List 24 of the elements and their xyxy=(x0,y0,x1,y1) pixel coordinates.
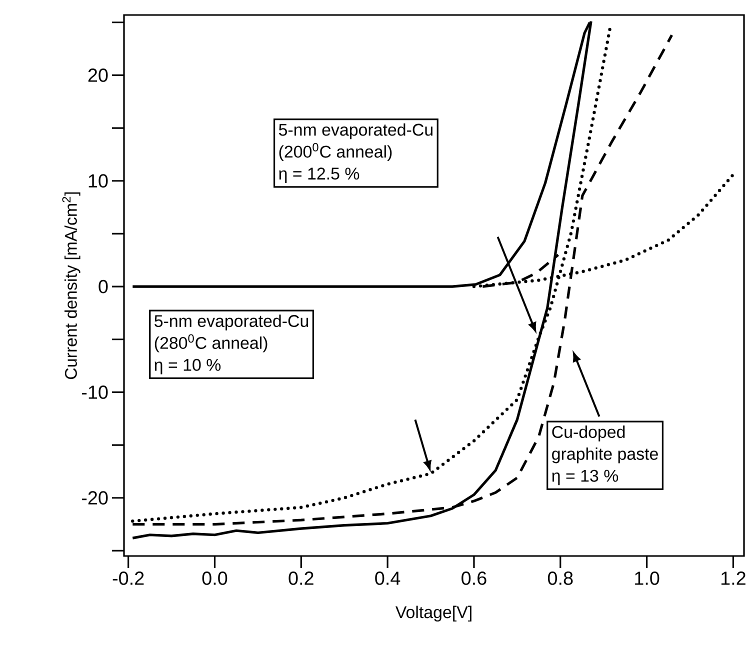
x-tick-label: 1.0 xyxy=(635,572,660,585)
x-tick-label: 0.4 xyxy=(375,572,400,585)
x-tick-label: 0.6 xyxy=(462,572,486,585)
y-tick-label: 0 xyxy=(98,280,108,294)
annotation: η = 12.5 % xyxy=(279,168,360,183)
y-axis-title: Current density [mA/cm$^{2}$] xyxy=(62,192,80,380)
y-tick-label: -20 xyxy=(82,491,108,505)
x-tick-label: -0.2 xyxy=(112,572,144,585)
annotation: (200$^{0}$C anneal) xyxy=(279,143,392,162)
annotation: Cu-doped xyxy=(552,426,625,442)
x-tick-label: 0.8 xyxy=(548,572,573,585)
x-tick-label: 0.2 xyxy=(288,572,314,585)
x-tick-label: 1.2 xyxy=(721,572,746,585)
annotation: 5-nm evaporated-Cu xyxy=(278,123,432,140)
y-tick-label: 10 xyxy=(88,174,108,188)
annotation: graphite paste xyxy=(552,447,658,464)
annotation: 5-nm evaporated-Cu xyxy=(154,314,308,330)
annotation: η = 10 % xyxy=(154,358,221,374)
annotation: η = 13 % xyxy=(552,470,618,486)
annotation: (280$^{0}$C anneal) xyxy=(154,334,268,352)
x-tick-label: 0.0 xyxy=(202,572,228,585)
y-tick-label: -10 xyxy=(82,386,108,399)
x-axis-title: Voltage[V] xyxy=(395,606,472,622)
y-tick-label: 20 xyxy=(88,68,108,82)
